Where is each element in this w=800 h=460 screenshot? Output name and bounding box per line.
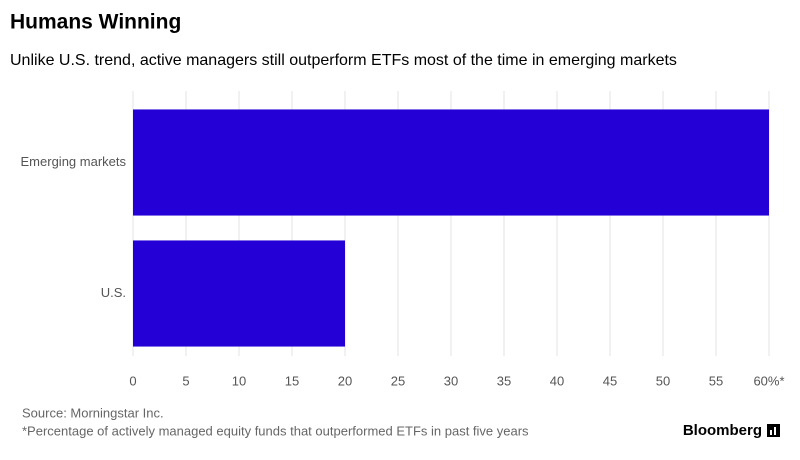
brand-icon-bar (770, 430, 772, 435)
y-tick-label: Emerging markets (21, 154, 127, 169)
x-tick-label: 25 (391, 373, 405, 388)
bar (133, 240, 345, 347)
chart-title: Humans Winning (10, 11, 181, 34)
bar (133, 109, 769, 216)
brand-icon-box (767, 424, 780, 437)
y-tick-label: U.S. (101, 285, 126, 300)
x-tick-label: 20 (338, 373, 352, 388)
note: *Percentage of actively managed equity f… (22, 423, 529, 438)
x-tick-label: 15 (285, 373, 299, 388)
brand-icon-bar (774, 427, 776, 435)
x-tick-label: 10 (232, 373, 246, 388)
x-tick-label: 60%* (753, 373, 784, 388)
x-tick-label: 30 (444, 373, 458, 388)
x-tick-label: 55 (709, 373, 723, 388)
x-tick-label: 40 (550, 373, 564, 388)
brand-icon (767, 424, 780, 437)
source: Source: Morningstar Inc. (22, 405, 164, 420)
x-tick-label: 35 (497, 373, 511, 388)
chart-subtitle: Unlike U.S. trend, active managers still… (10, 52, 677, 69)
x-tick-label: 50 (656, 373, 670, 388)
brand: Bloomberg (683, 422, 762, 439)
x-tick-label: 5 (182, 373, 189, 388)
x-tick-label: 0 (129, 373, 136, 388)
x-tick-label: 45 (603, 373, 617, 388)
